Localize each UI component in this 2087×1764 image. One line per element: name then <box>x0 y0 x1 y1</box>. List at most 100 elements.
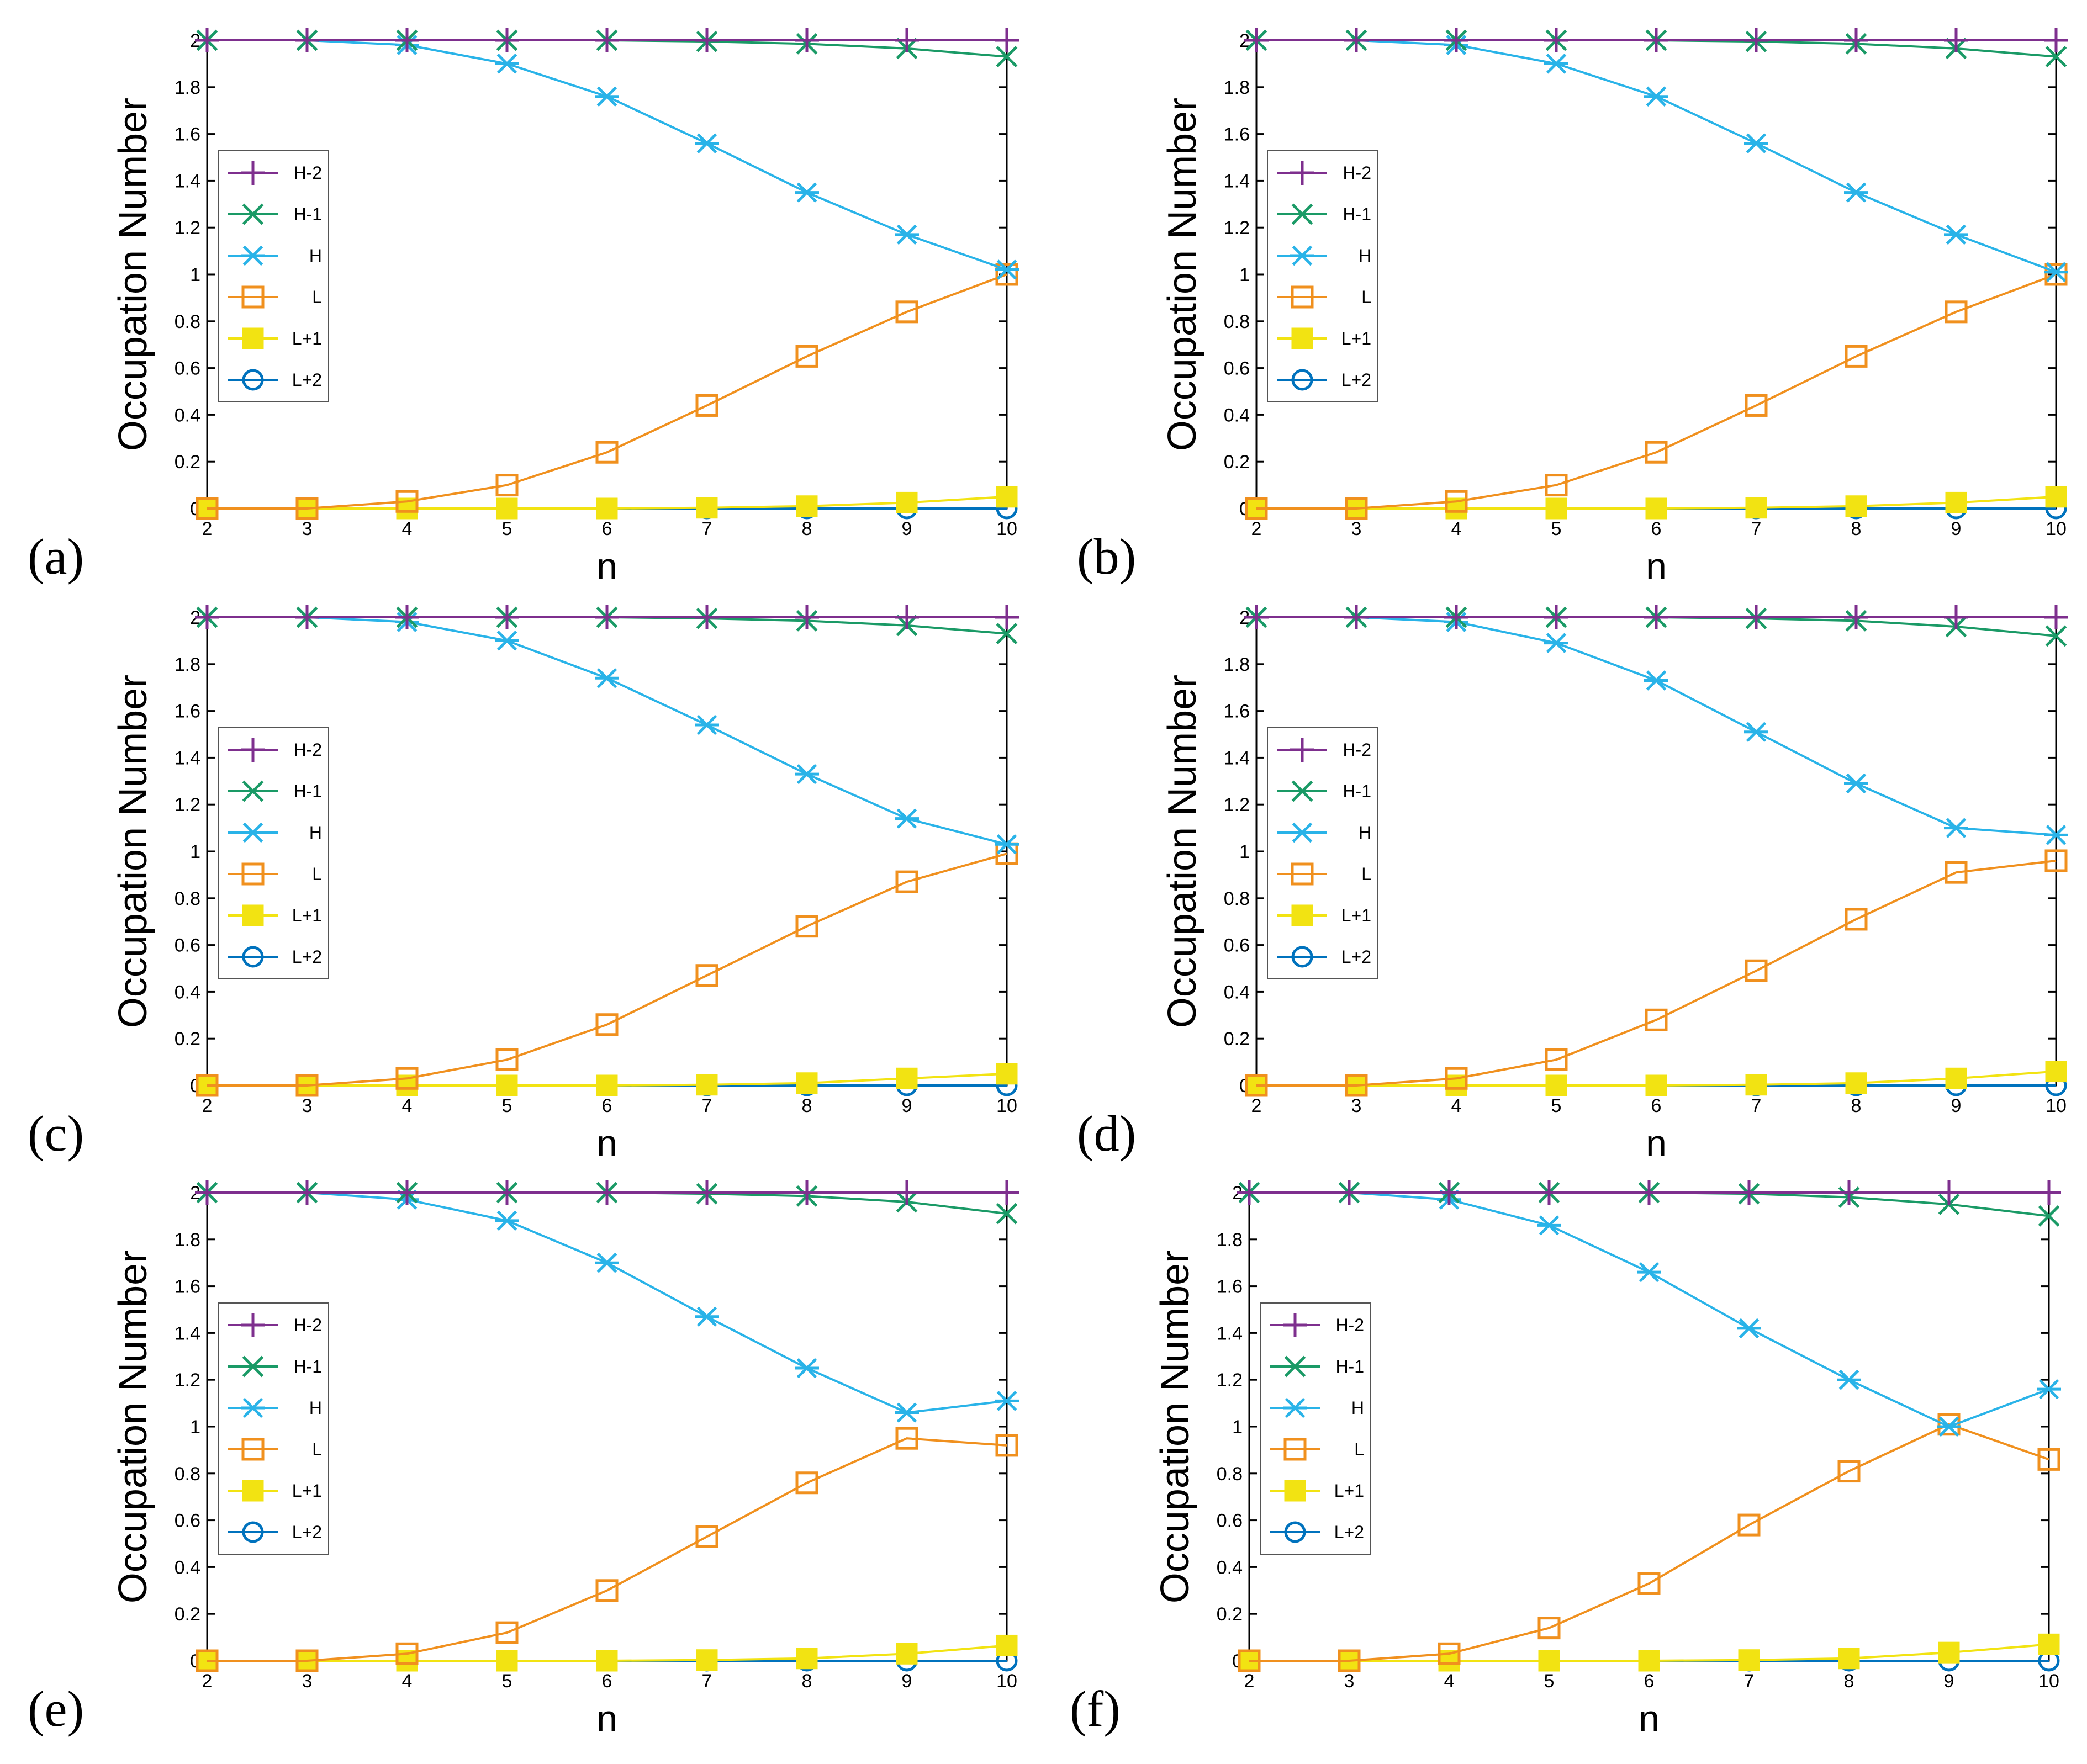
series-H-2 <box>195 1180 1019 1205</box>
legend-marker-H-1 <box>242 203 264 225</box>
data-point-L+1 <box>2038 1633 2060 1655</box>
data-point-H <box>795 764 819 785</box>
y-tick-label: 1.6 <box>175 124 200 145</box>
y-tick-label: 0.8 <box>1224 888 1250 909</box>
data-point-L+1 <box>496 1650 518 1672</box>
data-point-L <box>995 1434 1018 1457</box>
panel-label: (e) <box>28 1681 84 1737</box>
series-line-L <box>207 273 1007 510</box>
legend-label: H <box>309 1398 322 1418</box>
data-point-H-2 <box>1644 605 1668 629</box>
data-point-H-2 <box>195 1180 219 1205</box>
data-point-H-2 <box>695 28 719 52</box>
series-L <box>1245 849 2068 1097</box>
data-point-H <box>1544 633 1568 653</box>
data-point-L <box>295 1649 319 1672</box>
series-H-2 <box>1244 28 2068 52</box>
data-point-H-2 <box>1744 605 1768 629</box>
series-L+1 <box>196 1634 1018 1672</box>
data-point-H-2 <box>395 28 419 52</box>
data-point-H <box>1944 818 1968 838</box>
data-point-L <box>196 1074 219 1097</box>
data-point-L <box>795 915 818 938</box>
data-point-L <box>1837 1460 1861 1483</box>
data-point-L <box>1645 441 1668 464</box>
data-point-L <box>1945 861 1968 884</box>
legend: H-2 H-1 H L L+1 L+2 <box>218 727 329 979</box>
series-H-2 <box>195 605 1019 629</box>
data-point-H <box>1637 1262 1661 1283</box>
legend-label: H-2 <box>1335 1315 1364 1335</box>
data-point-L <box>196 1649 219 1672</box>
series-L <box>196 263 1018 520</box>
legend-marker-H-1 <box>1291 203 1313 225</box>
data-point-L+1 <box>1945 491 1967 513</box>
x-tick-label: 4 <box>402 518 413 539</box>
data-point-L+1 <box>1938 1641 1960 1664</box>
legend-marker-L+2 <box>242 1521 264 1543</box>
y-tick-label: 1.8 <box>175 1230 200 1251</box>
data-point-L <box>395 490 419 513</box>
data-point-H-2 <box>795 28 819 52</box>
legend-entry-H: H <box>1270 1397 1364 1418</box>
data-point-L+1 <box>1945 1067 1967 1089</box>
x-tick-label: 9 <box>902 1671 912 1692</box>
data-point-L <box>295 1074 319 1097</box>
legend-entry-H-1: H-1 <box>228 780 322 802</box>
data-point-L <box>2037 1448 2060 1471</box>
legend-entry-L+1: L+1 <box>1277 327 1371 349</box>
x-tick-label: 2 <box>1251 518 1262 539</box>
data-point-L <box>1545 1048 1568 1071</box>
data-point-H <box>895 1402 919 1423</box>
series-L <box>196 1427 1018 1672</box>
panel-d: 00.20.40.60.811.21.41.61.822345678910nOc… <box>1077 605 2068 1164</box>
panel-f: 00.20.40.60.811.21.41.61.822345678910nOc… <box>1070 1180 2061 1740</box>
legend-label: H <box>1359 823 1371 843</box>
series-line-L <box>207 852 1007 1087</box>
data-point-L <box>1345 1074 1368 1097</box>
legend-label: H-1 <box>1335 1357 1364 1376</box>
data-point-L+1 <box>2045 486 2067 508</box>
legend-marker-L+1 <box>242 1480 264 1502</box>
legend-box <box>1267 727 1378 979</box>
data-point-H-2 <box>1937 1180 1961 1205</box>
data-point-L <box>895 1427 918 1450</box>
data-point-L+1 <box>496 497 518 520</box>
legend-marker-H-1 <box>1284 1355 1306 1378</box>
data-point-H-2 <box>995 28 1019 52</box>
x-axis-label: n <box>1646 545 1667 587</box>
legend-entry-L: L <box>228 285 322 309</box>
data-point-H <box>895 808 919 829</box>
series-L <box>1245 263 2068 520</box>
legend-label: L <box>1361 864 1371 884</box>
legend-entry-L+2: L+2 <box>1277 369 1371 391</box>
data-point-L <box>295 497 319 520</box>
y-tick-label: 0.8 <box>175 888 200 909</box>
x-axis-label: n <box>596 545 617 587</box>
data-point-H <box>1844 773 1868 794</box>
data-point-H-2 <box>1837 1180 1861 1205</box>
data-point-H <box>1837 1369 1861 1390</box>
data-point-L <box>795 1471 818 1495</box>
y-tick-label: 1 <box>190 264 200 285</box>
data-point-L+1 <box>596 1650 618 1672</box>
legend-label: L+1 <box>292 1481 322 1501</box>
y-tick-label: 0.4 <box>1224 405 1250 426</box>
x-tick-label: 5 <box>1551 518 1562 539</box>
y-tick-label: 0.6 <box>1217 1511 1243 1532</box>
data-point-H-2 <box>1744 28 1768 52</box>
legend-label: H-1 <box>293 204 322 224</box>
legend-marker-H-1 <box>1291 780 1313 802</box>
data-point-L <box>695 964 718 987</box>
data-point-L <box>695 394 718 417</box>
data-point-L+1 <box>1645 497 1667 520</box>
x-axis-label: n <box>596 1122 617 1164</box>
data-point-H-2 <box>795 1180 819 1205</box>
legend-marker-H-2 <box>1283 1313 1307 1337</box>
legend-label: L+2 <box>1334 1522 1364 1542</box>
data-point-L <box>795 345 818 368</box>
data-point-H <box>1544 54 1568 74</box>
data-point-H-1 <box>2045 46 2067 68</box>
data-point-L <box>1845 345 1868 368</box>
data-point-H-2 <box>1337 1180 1361 1205</box>
